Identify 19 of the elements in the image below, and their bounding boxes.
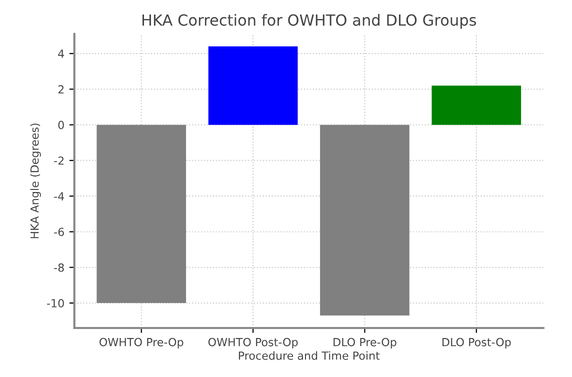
- y-tick-label: -6: [54, 228, 64, 236]
- y-axis-title: HKA Angle (Degrees): [30, 124, 41, 238]
- y-tick-label: 2: [58, 85, 64, 94]
- bar: [208, 46, 298, 125]
- x-axis-title: Procedure and Time Point: [238, 351, 380, 360]
- x-tick-label: OWHTO Post-Op: [208, 338, 298, 348]
- y-tick-label: -2: [54, 156, 64, 165]
- y-tick-label: -4: [54, 192, 64, 200]
- bar: [96, 124, 186, 304]
- bar: [320, 124, 410, 316]
- y-tick-label: 4: [58, 50, 64, 58]
- x-tick-label: OWHTO Pre-Op: [100, 338, 184, 348]
- x-tick-label: DLO Pre-Op: [334, 338, 396, 348]
- y-tick-label: 0: [58, 120, 64, 130]
- chart-title: HKA Correction for OWHTO and DLO Groups: [142, 14, 476, 29]
- x-tick-label: DLO Post-Op: [442, 338, 511, 348]
- bar: [432, 86, 522, 125]
- y-tick-label: -8: [54, 263, 64, 272]
- y-tick-label: -10: [47, 299, 64, 308]
